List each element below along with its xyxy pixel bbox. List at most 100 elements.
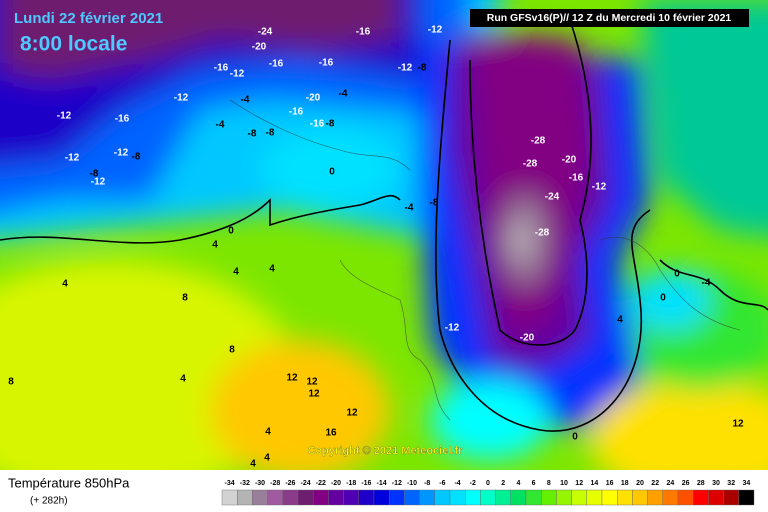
contour-label: 12 — [308, 389, 320, 400]
scale-swatch — [297, 489, 314, 506]
scale-label: -22 — [316, 480, 326, 487]
scale-label: 0 — [486, 480, 490, 487]
contour-label: -8 — [132, 152, 141, 163]
scale-swatch — [723, 489, 739, 506]
contour-label: -12 — [57, 111, 72, 122]
contour-label: -12 — [174, 93, 189, 104]
contour-label: -4 — [339, 89, 348, 100]
contour-label: -16 — [214, 63, 229, 74]
scale-label: -8 — [424, 480, 430, 487]
contour-label: -4 — [405, 203, 414, 214]
scale-swatch — [358, 489, 375, 506]
contour-label: -16 — [269, 59, 284, 70]
scale-swatch — [525, 489, 542, 506]
scale-label: -6 — [439, 480, 445, 487]
scale-label: 28 — [697, 480, 705, 487]
contour-label: -12 — [398, 63, 413, 74]
scale-label: -32 — [240, 480, 250, 487]
contour-label: -24 — [258, 27, 273, 38]
scale-label: -10 — [407, 480, 417, 487]
contour-label: -8 — [326, 119, 335, 130]
scale-label: 34 — [743, 480, 751, 487]
scale-label: -18 — [346, 480, 356, 487]
date: Lundi 22 février 2021 — [14, 10, 163, 27]
scale-label: 30 — [712, 480, 720, 487]
contour-label: 0 — [228, 226, 234, 237]
contour-label: -12 — [428, 25, 443, 36]
scale-swatch — [449, 489, 466, 506]
scale-label: 18 — [621, 480, 629, 487]
scale-swatch — [677, 489, 694, 506]
scale-swatch — [267, 489, 284, 506]
run-info: Run GFSv16(P)// 12 Z du Mercredi 10 févr… — [487, 12, 732, 24]
contour-label: -28 — [531, 136, 546, 147]
scale-swatch — [252, 489, 268, 506]
scale-label: -14 — [377, 480, 387, 487]
scale-swatch — [282, 489, 299, 506]
contour-label: 4 — [617, 315, 623, 326]
scale-label: -30 — [255, 480, 265, 487]
contour-label: -12 — [445, 323, 460, 334]
scale-swatch — [480, 489, 496, 506]
contour-label: -8 — [248, 129, 257, 140]
contour-label: -20 — [306, 93, 321, 104]
scale-label: 2 — [501, 480, 505, 487]
contour-label: 4 — [250, 459, 256, 470]
scale-swatch — [465, 489, 481, 506]
contour-label: -20 — [252, 42, 267, 53]
contour-label: 16 — [325, 428, 337, 439]
scale-label: 16 — [606, 480, 614, 487]
scale-swatch — [693, 489, 709, 506]
scale-label: -24 — [301, 480, 311, 487]
scale-label: 26 — [682, 480, 690, 487]
contour-label: -16 — [310, 119, 325, 130]
copyright: Copyright © 2021 Meteociel.fr — [308, 445, 464, 457]
scale-swatch — [419, 489, 436, 506]
scale-swatch — [313, 489, 329, 506]
scale-label: 10 — [560, 480, 568, 487]
scale-label: -20 — [331, 480, 341, 487]
time: 8:00 locale — [20, 33, 127, 56]
scale-swatch — [510, 489, 527, 506]
contour-label: -28 — [523, 159, 538, 170]
contour-label: -8 — [430, 198, 439, 209]
contour-label: -12 — [65, 153, 80, 164]
scale-swatch — [662, 489, 679, 506]
contour-label: 0 — [660, 293, 666, 304]
contour-label: 4 — [265, 427, 271, 438]
contour-label: -8 — [418, 63, 427, 74]
scale-label: 24 — [667, 480, 675, 487]
contour-label: 4 — [233, 267, 239, 278]
contour-label: 12 — [286, 373, 298, 384]
coastlines — [229, 99, 741, 421]
scale-swatch — [434, 489, 451, 506]
contour-label: -4 — [241, 95, 250, 106]
color-scale: -34 -32 -30 -28 -26 -24 -22 -20 -18 -16 -14 -12 -10-… — [221, 480, 755, 506]
contour-label: -20 — [520, 333, 535, 344]
scale-swatch — [738, 489, 755, 506]
scale-swatch — [343, 489, 360, 506]
footer-lead: (+ 282h) — [30, 496, 68, 507]
contour-label: 4 — [269, 264, 275, 275]
scale-swatch — [571, 489, 587, 506]
contour-label: 0 — [674, 269, 680, 280]
scale-swatch — [328, 489, 344, 506]
scale-swatch — [632, 489, 648, 506]
scale-label: -4 — [454, 480, 460, 487]
contour-label: 0 — [572, 432, 578, 443]
scale-label: 4 — [516, 480, 520, 487]
scale-label: 8 — [547, 480, 551, 487]
scale-label: 32 — [727, 480, 735, 487]
contour-label: -16 — [115, 114, 130, 125]
scale-swatch — [541, 489, 557, 506]
scale-swatch — [556, 489, 572, 506]
contour-label: 8 — [229, 345, 235, 356]
contour-label: -12 — [592, 182, 607, 193]
scale-label: 20 — [636, 480, 644, 487]
scale-swatch — [601, 489, 618, 506]
contour-label: -28 — [535, 228, 550, 239]
scale-swatch — [389, 489, 405, 506]
scale-swatch — [708, 489, 724, 506]
scale-label: -16 — [361, 480, 371, 487]
contour-label: -4 — [216, 120, 225, 131]
